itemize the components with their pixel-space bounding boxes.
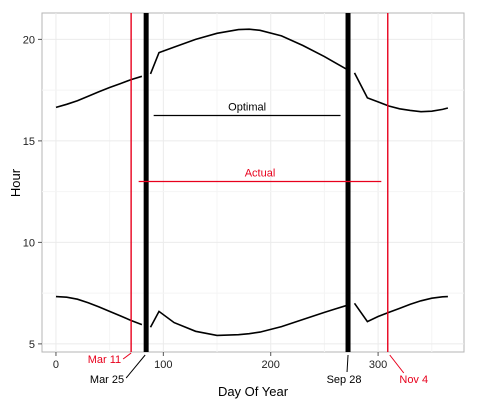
x-tick-label: 100 — [154, 359, 172, 371]
axes: 0 100 200 300 5 10 15 20 — [23, 34, 388, 371]
y-tick-label: 15 — [23, 136, 35, 148]
sunrise-curve — [55, 295, 143, 326]
segment-label: Optimal — [228, 102, 266, 114]
sunset-curve — [55, 75, 143, 109]
vertical-markers: Mar 11 Mar 25 Sep 28 Nov 4 — [88, 13, 428, 386]
label-leader-line — [125, 354, 146, 379]
plot-panel — [41, 12, 465, 353]
sunset-curve — [353, 72, 449, 113]
x-tick-label: 200 — [262, 359, 280, 371]
x-tick-label: 0 — [53, 359, 59, 371]
date-label: Mar 11 — [88, 354, 121, 366]
y-tick-label: 20 — [23, 34, 35, 46]
x-axis-title: Day Of Year — [218, 384, 289, 399]
series-group — [55, 28, 449, 337]
grid — [42, 13, 464, 352]
y-axis-title: Hour — [8, 168, 23, 197]
sunrise-curve — [353, 295, 448, 323]
x-tick-label: 300 — [369, 359, 387, 371]
label-leader-line — [122, 352, 132, 360]
date-label: Sep 28 — [327, 374, 362, 386]
label-leader-line — [346, 354, 349, 373]
annotations: Optimal Actual — [138, 102, 382, 183]
sunset-curve — [149, 28, 347, 75]
sunrise-curve — [149, 304, 347, 337]
label-leader-line — [389, 354, 405, 374]
date-label: Nov 4 — [399, 374, 428, 386]
y-tick-label: 5 — [29, 339, 35, 351]
y-tick-label: 10 — [23, 237, 35, 249]
date-label: Mar 25 — [90, 374, 124, 386]
segment-label: Actual — [245, 167, 276, 179]
